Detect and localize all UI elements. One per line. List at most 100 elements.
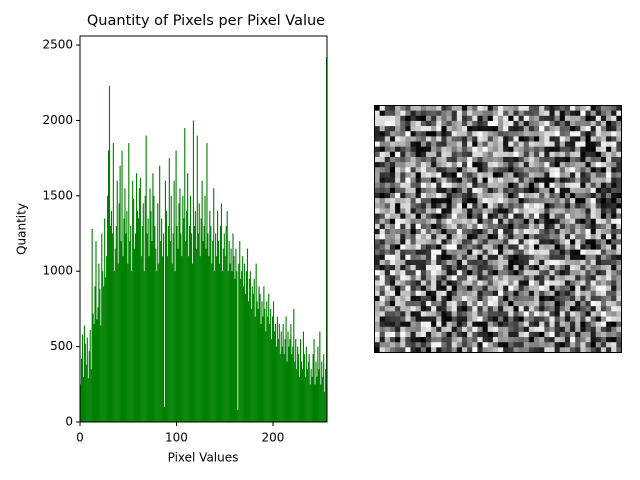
pixel [472,105,478,111]
pixel [539,301,545,307]
pixel [534,208,540,214]
pixel [554,321,561,328]
pixel [559,316,566,322]
pixel [395,316,401,322]
pixel [420,167,427,173]
pixel [472,311,478,317]
bar [276,316,278,422]
pixel [590,203,597,209]
pixel [518,105,525,111]
pixel [600,259,607,266]
pixel [379,131,386,137]
pixel [611,229,617,235]
pixel [374,229,380,235]
pixel [456,239,463,245]
pixel [595,172,602,178]
pixel [570,239,576,245]
pixel [395,290,401,297]
pixel [528,311,535,317]
pixel [446,270,452,276]
pixel [451,208,458,214]
bar [203,225,205,422]
pixel [461,265,468,271]
pixel [405,120,411,127]
pixel [513,167,519,173]
pixel [456,172,463,178]
pixel [503,337,509,343]
pixel [600,131,607,137]
pixel [508,254,514,261]
pixel [451,280,458,286]
pixel [405,285,411,292]
pixel [425,203,432,209]
pixel [374,275,380,281]
pixel [482,167,489,173]
pixel [513,239,519,245]
pixel [420,120,427,127]
bar [291,354,293,422]
pixel [611,259,617,266]
pixel [600,187,607,194]
pixel [415,136,422,142]
pixel [425,290,432,297]
pixel [559,167,566,173]
bar [218,263,221,422]
pixel [384,295,391,302]
pixel [518,239,525,245]
pixel [513,162,519,168]
pixel [379,290,386,297]
pixel [374,337,380,343]
bar [183,218,185,422]
bar [265,331,267,422]
pixel [554,177,561,183]
bar [199,256,201,422]
pixel [420,198,427,204]
pixel [425,306,432,312]
pixel [374,110,380,117]
pixel [564,120,571,127]
pixel [518,254,525,261]
pixel [611,301,617,307]
pixel [472,295,478,302]
pixel [559,337,566,343]
pixel [518,218,525,225]
pixel [498,105,504,111]
bar [176,225,178,422]
pixel [575,151,581,158]
chart-title: Quantity of Pixels per Pixel Value [87,13,325,29]
pixel [575,182,581,189]
pixel [590,208,597,214]
bar [282,323,284,422]
pixel [472,337,478,343]
pixel [606,105,612,111]
pixel [585,239,591,245]
pixel [508,156,514,163]
pixel [405,223,411,230]
pixel [425,285,432,292]
pixel [425,167,432,173]
pixel [528,182,535,189]
bar [237,409,239,422]
pixel [482,295,489,302]
pixel [400,126,406,132]
bar [299,339,302,422]
pixel [451,239,458,245]
pixel [575,146,581,153]
pixel [384,115,391,122]
pixel [436,151,442,158]
pixel [575,192,581,199]
pixel [410,301,416,307]
pixel [410,172,416,178]
pixel [451,326,458,333]
pixel [580,105,586,111]
pixel [441,146,447,153]
pixel [559,192,566,199]
bar [112,143,114,422]
pixel [575,316,581,322]
bar [129,241,131,422]
pixel [395,249,401,256]
pixel [425,156,432,163]
pixel [559,259,566,266]
bar [137,218,140,422]
bar [107,195,109,422]
